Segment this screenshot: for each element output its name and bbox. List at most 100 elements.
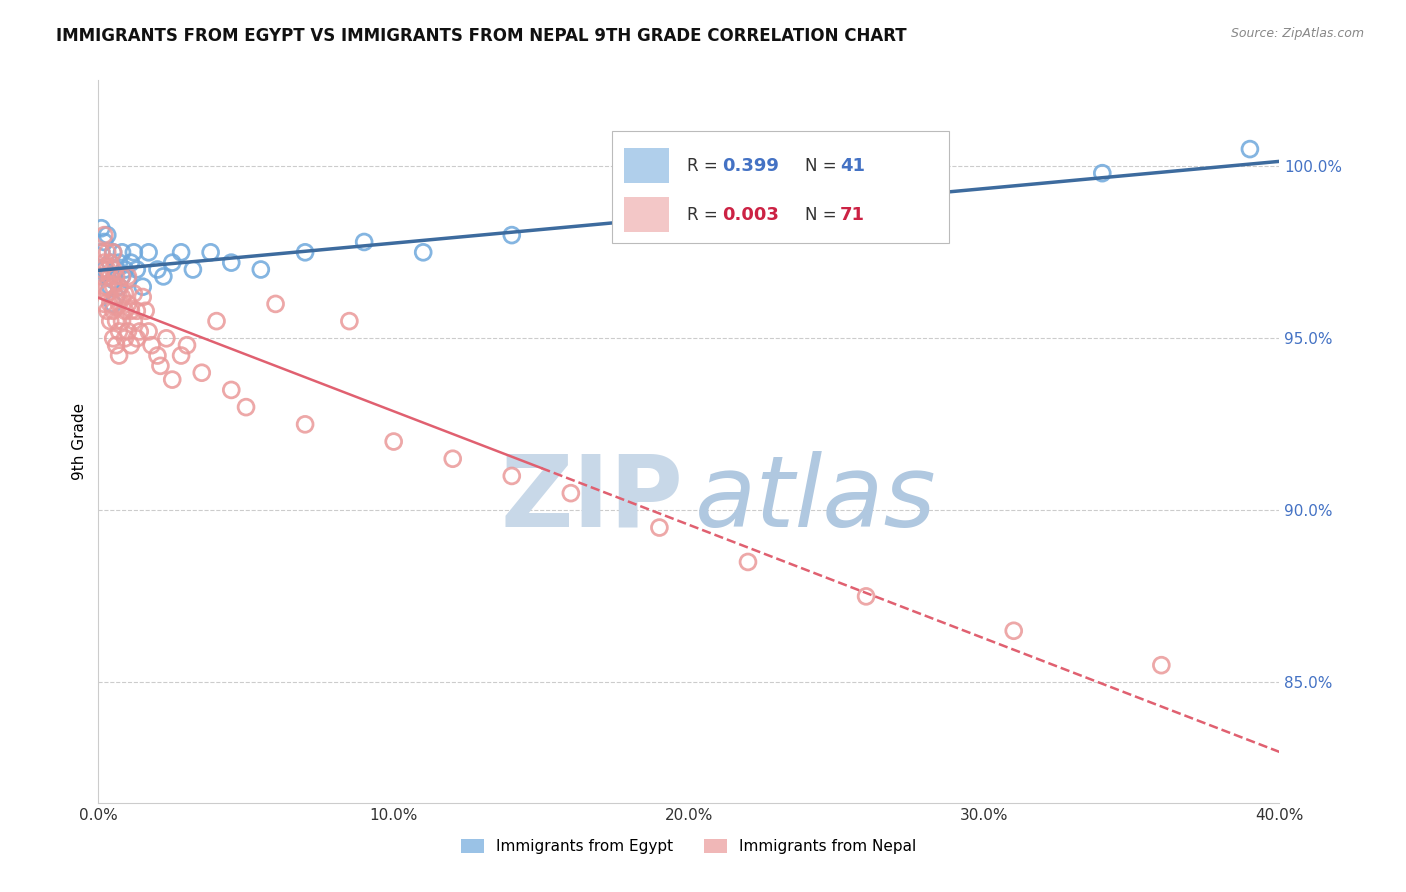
Text: IMMIGRANTS FROM EGYPT VS IMMIGRANTS FROM NEPAL 9TH GRADE CORRELATION CHART: IMMIGRANTS FROM EGYPT VS IMMIGRANTS FROM… [56, 27, 907, 45]
Point [501, 228, 523, 243]
Point [96, 262, 118, 277]
Point [294, 417, 316, 432]
Point [205, 314, 228, 328]
Point [105, 262, 128, 277]
Point [122, 314, 145, 328]
Point [111, 269, 134, 284]
Point [103, 297, 125, 311]
Point [914, 194, 936, 208]
Point [96, 303, 118, 318]
Point [93, 262, 115, 277]
Point [152, 269, 174, 284]
Point [114, 331, 136, 345]
Y-axis label: 9th Grade: 9th Grade [72, 403, 87, 480]
Point [111, 269, 134, 284]
Point [221, 383, 243, 397]
Point [90, 245, 112, 260]
Point [382, 434, 405, 449]
Point [103, 279, 125, 293]
Point [1091, 166, 1114, 180]
Point [98, 314, 121, 328]
Point [120, 255, 142, 269]
Point [90, 262, 112, 277]
Point [135, 303, 157, 318]
Point [221, 255, 243, 269]
Point [125, 262, 148, 277]
Point [98, 255, 121, 269]
FancyBboxPatch shape [612, 131, 949, 243]
Point [1239, 142, 1261, 156]
Point [1002, 624, 1025, 638]
Point [111, 245, 134, 260]
Text: 0.003: 0.003 [723, 206, 779, 224]
Point [96, 228, 118, 243]
Point [138, 245, 160, 260]
Point [93, 255, 115, 269]
Point [103, 245, 125, 260]
Point [146, 262, 169, 277]
Point [122, 286, 145, 301]
Point [176, 338, 198, 352]
Point [294, 245, 316, 260]
Point [117, 325, 139, 339]
Text: 71: 71 [841, 206, 865, 224]
Point [93, 228, 115, 243]
Point [90, 269, 112, 284]
Point [96, 245, 118, 260]
Point [117, 269, 139, 284]
FancyBboxPatch shape [624, 148, 669, 183]
Point [103, 262, 125, 277]
Point [108, 349, 131, 363]
Text: ZIP: ZIP [501, 450, 683, 548]
Point [114, 303, 136, 318]
Point [90, 245, 112, 260]
Text: atlas: atlas [695, 450, 936, 548]
FancyBboxPatch shape [624, 197, 669, 232]
Point [648, 520, 671, 534]
Point [103, 331, 125, 345]
Text: 0.399: 0.399 [723, 156, 779, 175]
Text: R =: R = [686, 156, 723, 175]
Point [264, 297, 287, 311]
Point [501, 469, 523, 483]
Point [93, 279, 115, 293]
Point [191, 366, 214, 380]
Point [105, 290, 128, 304]
Point [105, 290, 128, 304]
Point [98, 269, 121, 284]
Point [619, 221, 641, 235]
Point [141, 338, 163, 352]
Text: 41: 41 [841, 156, 865, 175]
Point [114, 286, 136, 301]
Point [162, 373, 183, 387]
Text: R =: R = [686, 206, 723, 224]
Point [108, 279, 131, 293]
Point [737, 211, 759, 225]
Point [128, 325, 150, 339]
Point [111, 290, 134, 304]
Text: Source: ZipAtlas.com: Source: ZipAtlas.com [1230, 27, 1364, 40]
Point [170, 245, 193, 260]
Point [855, 590, 877, 604]
Point [98, 255, 121, 269]
Point [105, 314, 128, 328]
Point [96, 279, 118, 293]
Point [120, 338, 142, 352]
Point [353, 235, 375, 249]
Point [117, 297, 139, 311]
Point [132, 279, 155, 293]
Point [103, 303, 125, 318]
Point [98, 297, 121, 311]
Point [105, 338, 128, 352]
Point [103, 245, 125, 260]
Point [146, 349, 169, 363]
Point [132, 290, 155, 304]
Point [122, 245, 145, 260]
Point [162, 255, 183, 269]
Point [155, 331, 177, 345]
Point [96, 286, 118, 301]
Point [200, 245, 222, 260]
Point [93, 297, 115, 311]
Point [1150, 658, 1173, 673]
Point [250, 262, 273, 277]
